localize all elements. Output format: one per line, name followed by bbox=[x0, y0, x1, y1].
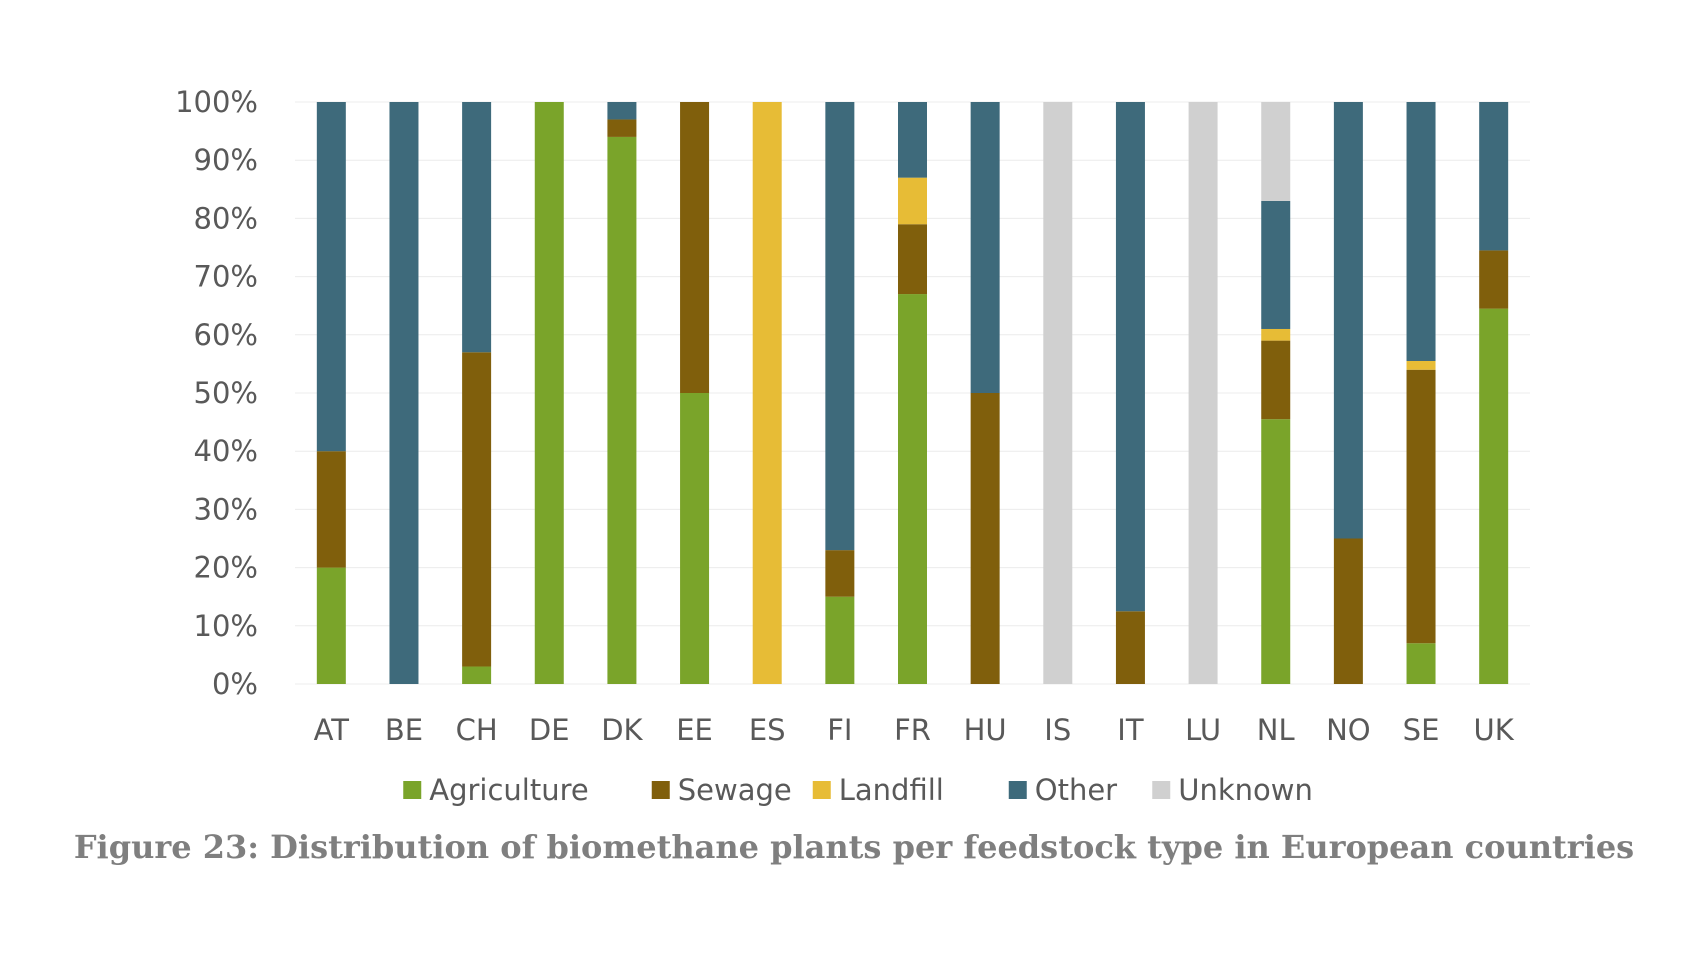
legend-swatch-landfill bbox=[812, 781, 831, 799]
y-tick-label: 80% bbox=[194, 201, 258, 235]
x-tick-label: IS bbox=[1044, 713, 1071, 747]
x-tick-label: DK bbox=[601, 713, 643, 747]
bar-segment-se-sewage bbox=[1406, 369, 1436, 644]
y-axis-ticks: 0% 10% 20% 30% 40% 50% 60% 70% 80% 90% 100% bbox=[175, 85, 258, 701]
legend-swatch-sewage bbox=[651, 781, 670, 799]
bar-segment-fi-sewage bbox=[825, 550, 855, 597]
bar-segment-se-agriculture bbox=[1406, 643, 1436, 684]
bar-segment-nl-agriculture bbox=[1261, 419, 1291, 684]
x-tick-label: IT bbox=[1117, 713, 1144, 747]
y-tick-label: 60% bbox=[194, 318, 258, 352]
x-tick-label: DE bbox=[529, 713, 570, 747]
bar-segment-es-landfill bbox=[752, 102, 782, 684]
x-tick-label: FI bbox=[827, 713, 852, 747]
bar-segment-nl-landfill bbox=[1261, 328, 1291, 341]
legend-label: Sewage bbox=[678, 773, 792, 807]
x-tick-label: AT bbox=[314, 713, 350, 747]
bar-segment-fr-sewage bbox=[898, 224, 927, 295]
legend: Agriculture Sewage Landfill Other Unknown bbox=[403, 773, 1313, 807]
bar-segment-ch-sewage bbox=[462, 352, 492, 667]
bar-segment-no-sewage bbox=[1333, 538, 1363, 684]
bar-segment-ee-sewage bbox=[680, 102, 710, 393]
x-tick-label: NL bbox=[1257, 713, 1295, 747]
x-tick-label: HU bbox=[964, 713, 1007, 747]
bar-segment-nl-sewage bbox=[1261, 340, 1291, 420]
x-tick-label: FR bbox=[894, 713, 931, 747]
figure-caption: Figure 23: Distribution of biomethane pl… bbox=[73, 828, 1635, 866]
bar-segment-hu-other bbox=[970, 102, 1000, 393]
bar-segment-no-other bbox=[1333, 102, 1363, 539]
bar-segment-it-other bbox=[1115, 102, 1145, 612]
bar-segment-fi-agriculture bbox=[825, 596, 855, 684]
bar-segment-hu-sewage bbox=[970, 393, 1000, 684]
y-tick-label: 70% bbox=[194, 260, 258, 294]
bar-segment-dk-sewage bbox=[607, 119, 637, 137]
legend-swatch-other bbox=[1008, 781, 1027, 799]
bar-segment-nl-unknown bbox=[1261, 102, 1291, 201]
x-axis-ticks: AT BE CH DE DK EE ES FI FR HU IS IT LU NL NO SE UK bbox=[314, 713, 1515, 747]
bar-segment-at-other bbox=[316, 102, 346, 452]
bar-segment-se-landfill bbox=[1406, 360, 1436, 370]
bar-segment-ch-agriculture bbox=[462, 666, 492, 684]
legend-label: Other bbox=[1035, 773, 1117, 807]
x-tick-label: UK bbox=[1474, 713, 1515, 747]
bar-segment-uk-sewage bbox=[1479, 250, 1509, 309]
bar-segment-ch-other bbox=[462, 102, 492, 353]
bar-segment-is-unknown bbox=[1043, 102, 1073, 684]
y-tick-label: 50% bbox=[194, 376, 258, 410]
bar-segment-it-sewage bbox=[1115, 611, 1145, 684]
legend-label: Unknown bbox=[1178, 773, 1313, 807]
x-tick-label: BE bbox=[385, 713, 423, 747]
bar-segment-at-sewage bbox=[316, 451, 346, 568]
bar-segment-fr-agriculture bbox=[898, 294, 927, 684]
x-tick-label: NO bbox=[1326, 713, 1371, 747]
bar-segment-at-agriculture bbox=[316, 567, 346, 684]
y-tick-label: 20% bbox=[194, 551, 258, 585]
bar-segment-ee-agriculture bbox=[680, 393, 710, 684]
bar-segment-fr-landfill bbox=[898, 177, 927, 225]
bars bbox=[316, 102, 1509, 685]
bar-segment-dk-other bbox=[607, 102, 637, 120]
bar-segment-uk-agriculture bbox=[1479, 308, 1509, 684]
bar-segment-be-other bbox=[389, 102, 419, 684]
bar-segment-uk-other bbox=[1479, 102, 1509, 251]
legend-swatch-unknown bbox=[1152, 781, 1171, 799]
bar-segment-fr-other bbox=[898, 102, 927, 178]
x-tick-label: EE bbox=[676, 713, 713, 747]
legend-label: Agriculture bbox=[429, 773, 589, 807]
bar-segment-lu-unknown bbox=[1188, 102, 1218, 684]
legend-swatch-agriculture bbox=[403, 781, 422, 799]
y-tick-label: 30% bbox=[194, 492, 258, 526]
y-tick-label: 40% bbox=[194, 434, 258, 468]
y-tick-label: 10% bbox=[194, 609, 258, 643]
bar-segment-se-other bbox=[1406, 102, 1436, 361]
bar-segment-de-agriculture bbox=[534, 102, 564, 684]
legend-label: Landfill bbox=[839, 773, 944, 807]
y-tick-label: 90% bbox=[194, 143, 258, 177]
x-tick-label: LU bbox=[1185, 713, 1221, 747]
y-tick-label: 0% bbox=[212, 667, 258, 701]
bar-segment-dk-agriculture bbox=[607, 136, 637, 685]
x-tick-label: ES bbox=[749, 713, 786, 747]
bar-segment-nl-other bbox=[1261, 200, 1291, 329]
x-tick-label: CH bbox=[456, 713, 498, 747]
bar-segment-fi-other bbox=[825, 102, 855, 551]
y-tick-label: 100% bbox=[175, 85, 258, 119]
x-tick-label: SE bbox=[1403, 713, 1440, 747]
